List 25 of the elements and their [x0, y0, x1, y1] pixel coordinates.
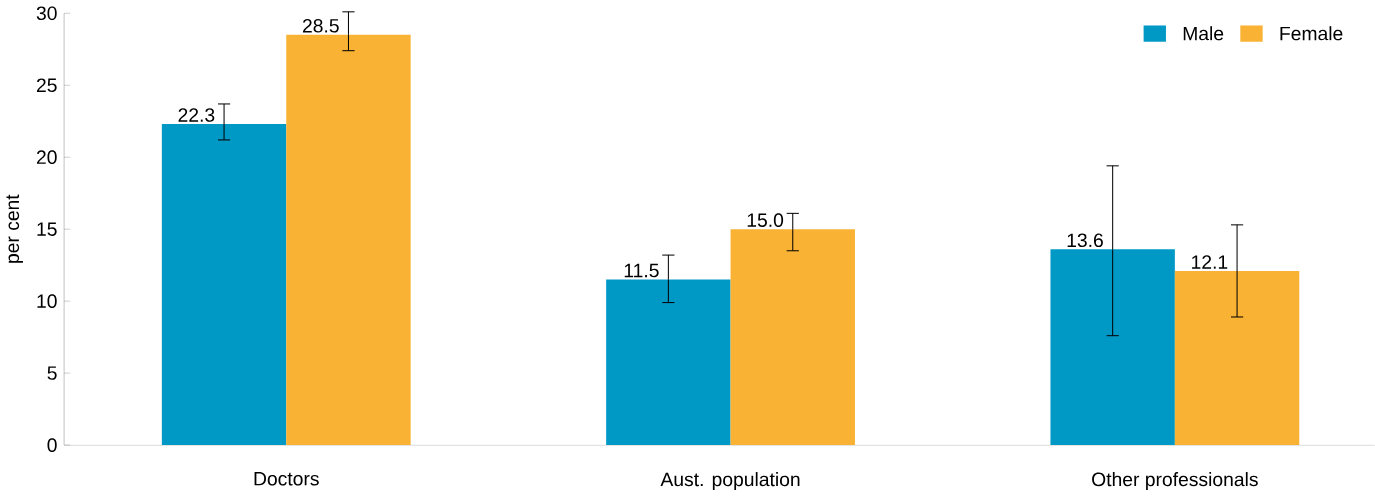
y-tick-label: 25: [36, 78, 57, 92]
y-tick-label: 0: [47, 438, 57, 452]
y-tick-label: 10: [37, 294, 57, 308]
y-tick-label: 20: [36, 150, 57, 164]
y-tick-label: 5: [47, 366, 57, 380]
y-tick-label: 15: [37, 222, 57, 236]
x-tick-label: Other professionals: [1092, 471, 1258, 490]
y-tick-label: 30: [36, 6, 57, 20]
legend-label: Male: [1183, 25, 1224, 41]
data-label: 22.3: [178, 107, 215, 122]
bar: [1050, 249, 1175, 445]
bar: [730, 228, 855, 445]
data-label: 28.5: [302, 18, 339, 33]
bar: [606, 279, 731, 445]
legend-label: Female: [1280, 25, 1343, 41]
data-label: 15.0: [747, 213, 784, 227]
bar: [286, 34, 411, 445]
bar: [161, 123, 287, 445]
data-label: 11.5: [624, 263, 659, 278]
x-tick-label: Doctors: [254, 471, 319, 486]
bar: [1174, 270, 1300, 445]
x-tick-label: Aust. population: [660, 471, 800, 490]
data-label: 13.6: [1067, 233, 1103, 247]
y-axis-title: per cent: [6, 194, 23, 263]
data-label: 12.1: [1192, 254, 1228, 269]
